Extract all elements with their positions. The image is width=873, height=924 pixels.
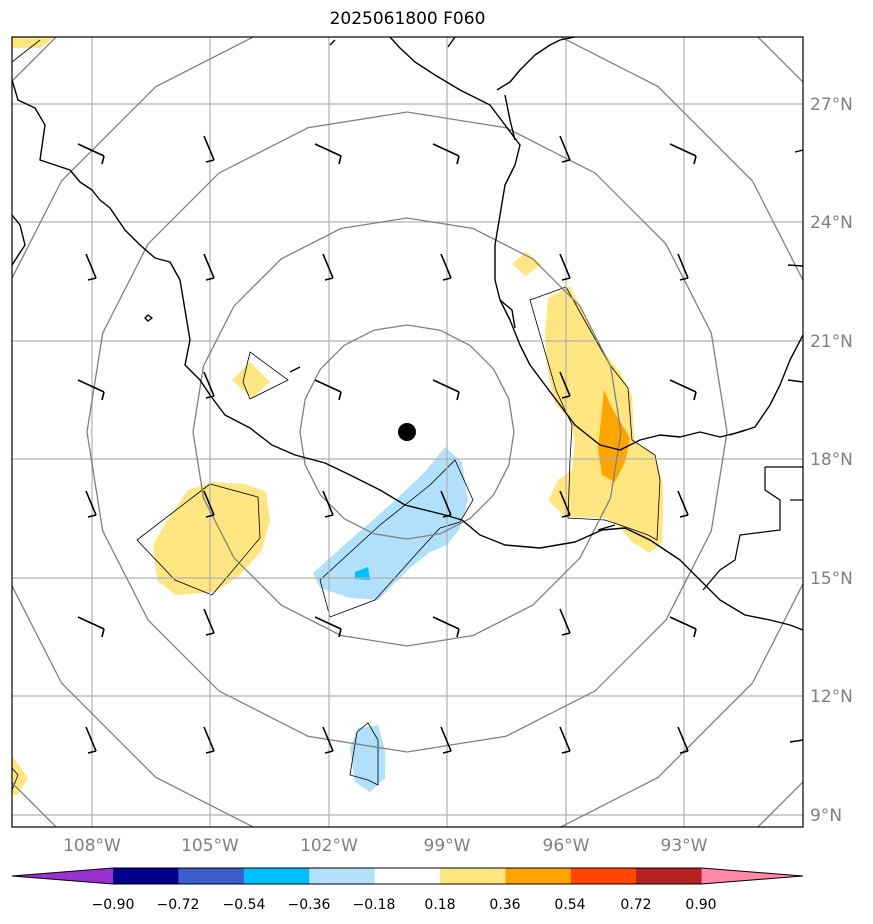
lat-label: 27°N	[810, 95, 853, 115]
colorbar-outline	[11, 867, 804, 885]
range-ring	[12, 37, 803, 827]
lat-label: 18°N	[810, 450, 853, 470]
colorbar-tick-label: −0.18	[353, 897, 396, 913]
colorbar-segment	[701, 868, 803, 884]
wind-barb	[77, 143, 105, 165]
wind-barb	[322, 253, 334, 281]
range-ring	[299, 324, 515, 540]
colorbar-segment	[440, 868, 506, 884]
wind-barb	[440, 726, 452, 754]
colorbar-tick-label: 0.18	[424, 897, 455, 913]
colorbar-segment	[309, 868, 376, 884]
significance-contours	[12, 39, 661, 791]
wind-barb	[440, 253, 452, 281]
wind-barb	[669, 379, 697, 401]
colorbar-segment	[570, 868, 637, 884]
lon-label: 93°W	[661, 836, 708, 856]
wind-barb	[85, 253, 97, 281]
wind-barb	[559, 608, 571, 636]
coastlines	[12, 37, 803, 743]
wind-barb	[203, 726, 215, 754]
country-borders	[597, 466, 803, 591]
wind-barb	[432, 616, 460, 638]
lat-label: 15°N	[810, 569, 853, 589]
wind-barb	[432, 143, 460, 165]
colorbar-segment	[374, 868, 441, 884]
wind-barb	[203, 608, 215, 636]
wind-barb	[669, 616, 697, 638]
wind-barb	[440, 490, 452, 518]
wind-barb	[85, 726, 97, 754]
strong-negative-shading	[355, 567, 370, 580]
colorbar-segment	[636, 868, 703, 884]
wind-barb	[322, 726, 334, 754]
lon-label: 99°W	[424, 836, 471, 856]
storm-center-marker	[398, 423, 416, 441]
wind-barb	[77, 616, 105, 638]
colorbar-segment	[12, 868, 113, 884]
wind-barb	[314, 379, 342, 401]
wind-barb	[677, 490, 689, 518]
lat-label: 21°N	[810, 332, 853, 352]
wind-barb	[559, 371, 571, 399]
lat-label: 9°N	[810, 806, 842, 826]
wind-barb	[314, 616, 342, 638]
wind-barb	[669, 143, 697, 165]
colorbar-tick-label: 0.72	[620, 897, 651, 913]
lon-label: 96°W	[543, 836, 590, 856]
colorbar-labels: −0.90 −0.72 −0.54 −0.36 −0.18 0.18 0.36 …	[92, 897, 717, 913]
colorbar-tick-label: 0.54	[554, 897, 585, 913]
wind-barb	[85, 490, 97, 518]
wind-barb	[203, 490, 215, 518]
wind-barb	[203, 135, 215, 163]
colorbar-tick-label: 0.36	[489, 897, 520, 913]
lat-labels: 27°N 24°N 21°N 18°N 15°N 12°N 9°N	[810, 95, 853, 826]
colorbar-segment	[113, 868, 179, 884]
wind-barb	[559, 726, 571, 754]
lon-labels: 108°W 105°W 102°W 99°W 96°W 93°W	[63, 836, 708, 856]
wind-barb	[559, 135, 571, 163]
lat-label: 12°N	[810, 687, 853, 707]
wind-barb	[559, 490, 571, 518]
map-title: 2025061800 F060	[329, 9, 486, 29]
wind-barb	[314, 143, 342, 165]
wind-barb	[559, 253, 571, 281]
wind-barb	[203, 371, 215, 399]
wind-barb	[677, 253, 689, 281]
colorbar-tick-label: 0.90	[685, 897, 716, 913]
colorbar-tick-label: −0.36	[288, 897, 331, 913]
colorbar-tick-label: −0.54	[223, 897, 266, 913]
colorbar-tick-label: −0.90	[92, 897, 135, 913]
lon-label: 105°W	[181, 836, 239, 856]
wind-barb	[432, 379, 460, 401]
range-ring	[192, 217, 622, 647]
wind-barb	[203, 253, 215, 281]
lon-label: 108°W	[63, 836, 121, 856]
lat-lon-grid	[12, 37, 803, 827]
colorbar-segment	[178, 868, 245, 884]
wind-barb	[677, 726, 689, 754]
wind-barbs	[77, 135, 697, 754]
colorbar-segment	[243, 868, 310, 884]
wind-barb	[77, 379, 105, 401]
lon-label: 102°W	[300, 836, 358, 856]
lat-label: 24°N	[810, 213, 853, 233]
colorbar	[11, 867, 804, 885]
map-frame	[11, 36, 804, 828]
colorbar-tick-label: −0.72	[157, 897, 200, 913]
range-ring	[86, 111, 728, 753]
wind-barb	[322, 490, 334, 518]
colorbar-segment	[505, 868, 572, 884]
